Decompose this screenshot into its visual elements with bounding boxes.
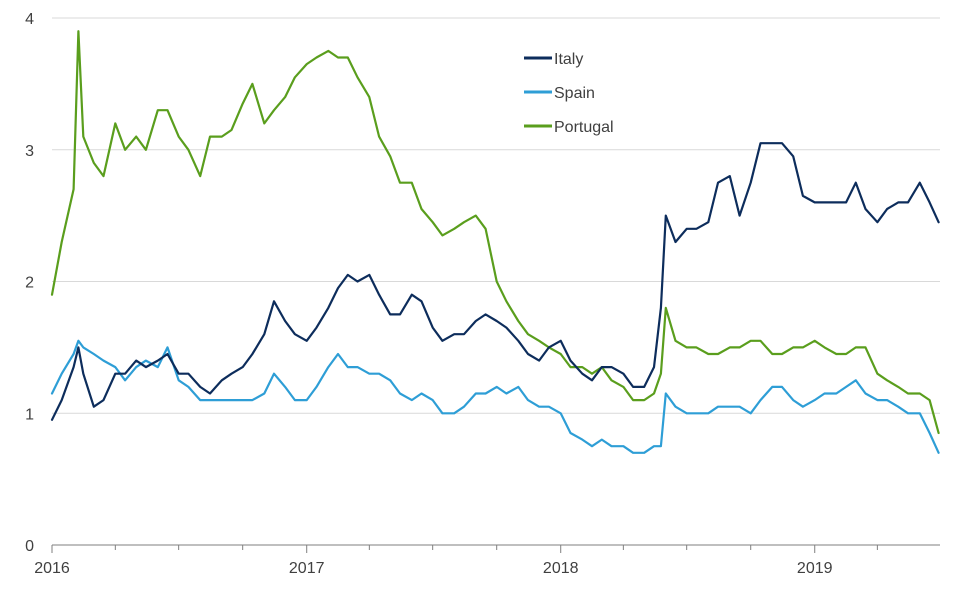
gridlines bbox=[52, 17, 940, 414]
y-tick-label: 1 bbox=[25, 406, 34, 423]
series-line-portugal bbox=[50, 30, 940, 435]
series-lines bbox=[50, 30, 940, 454]
y-axis-tick-labels: 0 1 2 3 4 bbox=[25, 11, 34, 555]
legend-label-spain: Spain bbox=[554, 85, 595, 102]
series-line-italy bbox=[50, 142, 940, 421]
x-tick-label: 2018 bbox=[543, 560, 579, 577]
x-tick-label: 2019 bbox=[797, 560, 833, 577]
y-tick-label: 0 bbox=[25, 538, 34, 555]
y-tick-label: 2 bbox=[25, 275, 34, 292]
y-tick-label: 4 bbox=[25, 11, 34, 28]
x-tick-label: 2017 bbox=[289, 560, 325, 577]
x-axis-tick-labels: 2016 2017 2018 2019 bbox=[34, 560, 832, 577]
legend: Italy Spain Portugal bbox=[524, 51, 614, 136]
series-line-spain bbox=[50, 339, 940, 454]
x-tick-label: 2016 bbox=[34, 560, 70, 577]
y-tick-label: 3 bbox=[25, 143, 34, 160]
legend-label-italy: Italy bbox=[554, 51, 583, 68]
x-axis bbox=[51, 544, 940, 553]
legend-label-portugal: Portugal bbox=[554, 119, 614, 136]
